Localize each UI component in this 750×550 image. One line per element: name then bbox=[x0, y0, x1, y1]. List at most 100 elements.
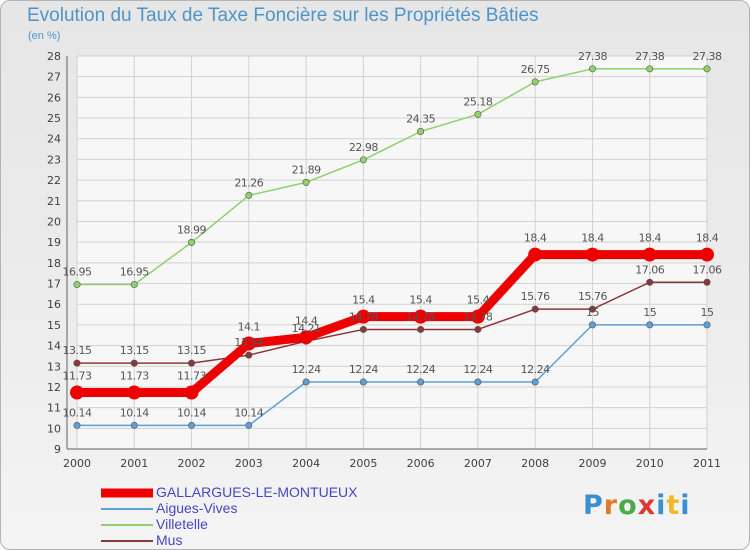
legend-swatch-aigues-vives bbox=[101, 508, 153, 510]
data-point-villetelle bbox=[703, 65, 711, 73]
data-label-mus: 14.78 bbox=[349, 310, 378, 323]
data-point-mus bbox=[359, 325, 367, 333]
x-tick-label: 2000 bbox=[63, 457, 91, 470]
data-point-gallargues-le-montueux bbox=[70, 385, 84, 400]
data-point-mus bbox=[531, 305, 539, 313]
data-label-villetelle: 24.35 bbox=[406, 112, 435, 125]
data-label-gallargues-le-montueux: 14.4 bbox=[295, 314, 318, 327]
data-point-gallargues-le-montueux bbox=[413, 309, 428, 324]
data-point-aigues-vives bbox=[646, 321, 654, 329]
data-label-gallargues-le-montueux: 11.73 bbox=[120, 370, 149, 383]
data-label-aigues-vives: 10.14 bbox=[234, 406, 263, 419]
data-point-aigues-vives bbox=[359, 378, 367, 386]
data-label-aigues-vives: 10.14 bbox=[120, 406, 149, 419]
data-label-aigues-vives: 12.24 bbox=[349, 363, 378, 376]
legend-item-villetelle: Villetelle bbox=[101, 516, 431, 533]
data-point-mus bbox=[703, 278, 711, 286]
chart-title: Evolution du Taux de Taxe Foncière sur l… bbox=[27, 5, 539, 26]
data-label-gallargues-le-montueux: 15.4 bbox=[467, 294, 490, 307]
proxiti-logo: Proxiti bbox=[583, 490, 691, 521]
data-label-mus: 17.06 bbox=[693, 263, 722, 276]
legend-item-aigues-vives: Aigues-Vives bbox=[101, 500, 431, 517]
data-label-mus: 17.06 bbox=[635, 263, 664, 276]
data-label-aigues-vives: 12.24 bbox=[521, 363, 550, 376]
data-label-gallargues-le-montueux: 15.4 bbox=[409, 294, 432, 307]
data-label-villetelle: 21.89 bbox=[292, 163, 321, 176]
x-tick-label: 2002 bbox=[178, 457, 206, 470]
data-point-gallargues-le-montueux bbox=[470, 309, 485, 324]
x-tick-label: 2010 bbox=[636, 457, 664, 470]
data-point-gallargues-le-montueux bbox=[585, 247, 600, 262]
series-line-villetelle bbox=[76, 68, 708, 286]
y-tick-label: 20 bbox=[47, 215, 61, 228]
data-point-gallargues-le-montueux bbox=[528, 247, 543, 262]
y-tick-label: 16 bbox=[47, 298, 61, 311]
data-point-aigues-vives bbox=[302, 378, 310, 386]
data-point-mus bbox=[646, 278, 654, 286]
y-tick-label: 28 bbox=[47, 50, 61, 63]
data-point-aigues-vives bbox=[73, 421, 81, 429]
data-label-gallargues-le-montueux: 15.4 bbox=[352, 294, 375, 307]
data-label-villetelle: 27.38 bbox=[693, 50, 722, 63]
data-label-mus: 14.78 bbox=[463, 310, 492, 323]
data-point-gallargues-le-montueux bbox=[700, 247, 714, 262]
y-tick-label: 26 bbox=[47, 91, 61, 104]
data-label-aigues-vives: 15 bbox=[701, 306, 714, 319]
y-tick-label: 24 bbox=[47, 133, 61, 146]
data-label-gallargues-le-montueux: 18.4 bbox=[638, 232, 661, 245]
data-point-villetelle bbox=[188, 238, 196, 246]
data-point-gallargues-le-montueux bbox=[642, 247, 657, 262]
data-label-mus: 14.78 bbox=[406, 310, 435, 323]
data-label-gallargues-le-montueux: 11.73 bbox=[177, 370, 206, 383]
x-tick-label: 2007 bbox=[464, 457, 492, 470]
x-tick-label: 2001 bbox=[120, 457, 148, 470]
data-point-mus bbox=[474, 325, 482, 333]
x-tick-label: 2006 bbox=[407, 457, 435, 470]
data-point-aigues-vives bbox=[588, 321, 596, 329]
x-tick-label: 2004 bbox=[292, 457, 320, 470]
data-point-gallargues-le-montueux bbox=[356, 309, 371, 324]
data-label-gallargues-le-montueux: 14.1 bbox=[238, 321, 261, 334]
y-tick-label: 25 bbox=[47, 112, 61, 125]
data-point-aigues-vives bbox=[245, 421, 253, 429]
data-label-aigues-vives: 15 bbox=[586, 306, 599, 319]
data-label-villetelle: 16.95 bbox=[120, 266, 149, 279]
data-label-villetelle: 26.75 bbox=[521, 63, 550, 76]
data-label-mus: 15.76 bbox=[578, 290, 607, 303]
y-tick-label: 19 bbox=[47, 236, 61, 249]
data-label-mus: 14.21 bbox=[292, 322, 321, 335]
data-point-mus bbox=[188, 359, 196, 367]
data-point-villetelle bbox=[417, 127, 425, 135]
x-tick-label: 2008 bbox=[521, 457, 549, 470]
data-point-villetelle bbox=[73, 281, 81, 289]
data-label-villetelle: 25.18 bbox=[463, 95, 492, 108]
data-point-aigues-vives bbox=[130, 421, 138, 429]
data-label-aigues-vives: 12.24 bbox=[406, 363, 435, 376]
data-point-aigues-vives bbox=[703, 321, 711, 329]
legend-swatch-mus bbox=[101, 540, 153, 542]
data-point-mus bbox=[588, 305, 596, 313]
data-label-aigues-vives: 15 bbox=[643, 306, 656, 319]
data-label-gallargues-le-montueux: 18.4 bbox=[581, 232, 604, 245]
x-tick-label: 2005 bbox=[349, 457, 377, 470]
data-label-mus: 13.15 bbox=[63, 344, 92, 357]
data-label-gallargues-le-montueux: 18.4 bbox=[696, 232, 719, 245]
legend-label-aigues-vives: Aigues-Vives bbox=[156, 500, 238, 516]
data-point-villetelle bbox=[531, 78, 539, 86]
series-line-gallargues-le-montueux bbox=[72, 250, 712, 398]
y-tick-label: 23 bbox=[47, 153, 61, 166]
data-point-mus bbox=[130, 359, 138, 367]
data-label-villetelle: 16.95 bbox=[63, 266, 92, 279]
data-point-villetelle bbox=[245, 191, 253, 199]
data-label-villetelle: 18.99 bbox=[177, 223, 206, 236]
data-label-gallargues-le-montueux: 11.73 bbox=[63, 370, 92, 383]
x-tick-label: 2011 bbox=[693, 457, 721, 470]
data-label-aigues-vives: 10.14 bbox=[177, 406, 206, 419]
data-label-mus: 13.15 bbox=[177, 344, 206, 357]
data-label-aigues-vives: 10.14 bbox=[63, 406, 92, 419]
data-point-villetelle bbox=[302, 178, 310, 186]
legend-label-gallargues: GALLARGUES-LE-MONTUEUX bbox=[156, 484, 358, 500]
data-label-villetelle: 21.26 bbox=[234, 176, 263, 189]
legend-swatch-villetelle bbox=[101, 524, 153, 526]
